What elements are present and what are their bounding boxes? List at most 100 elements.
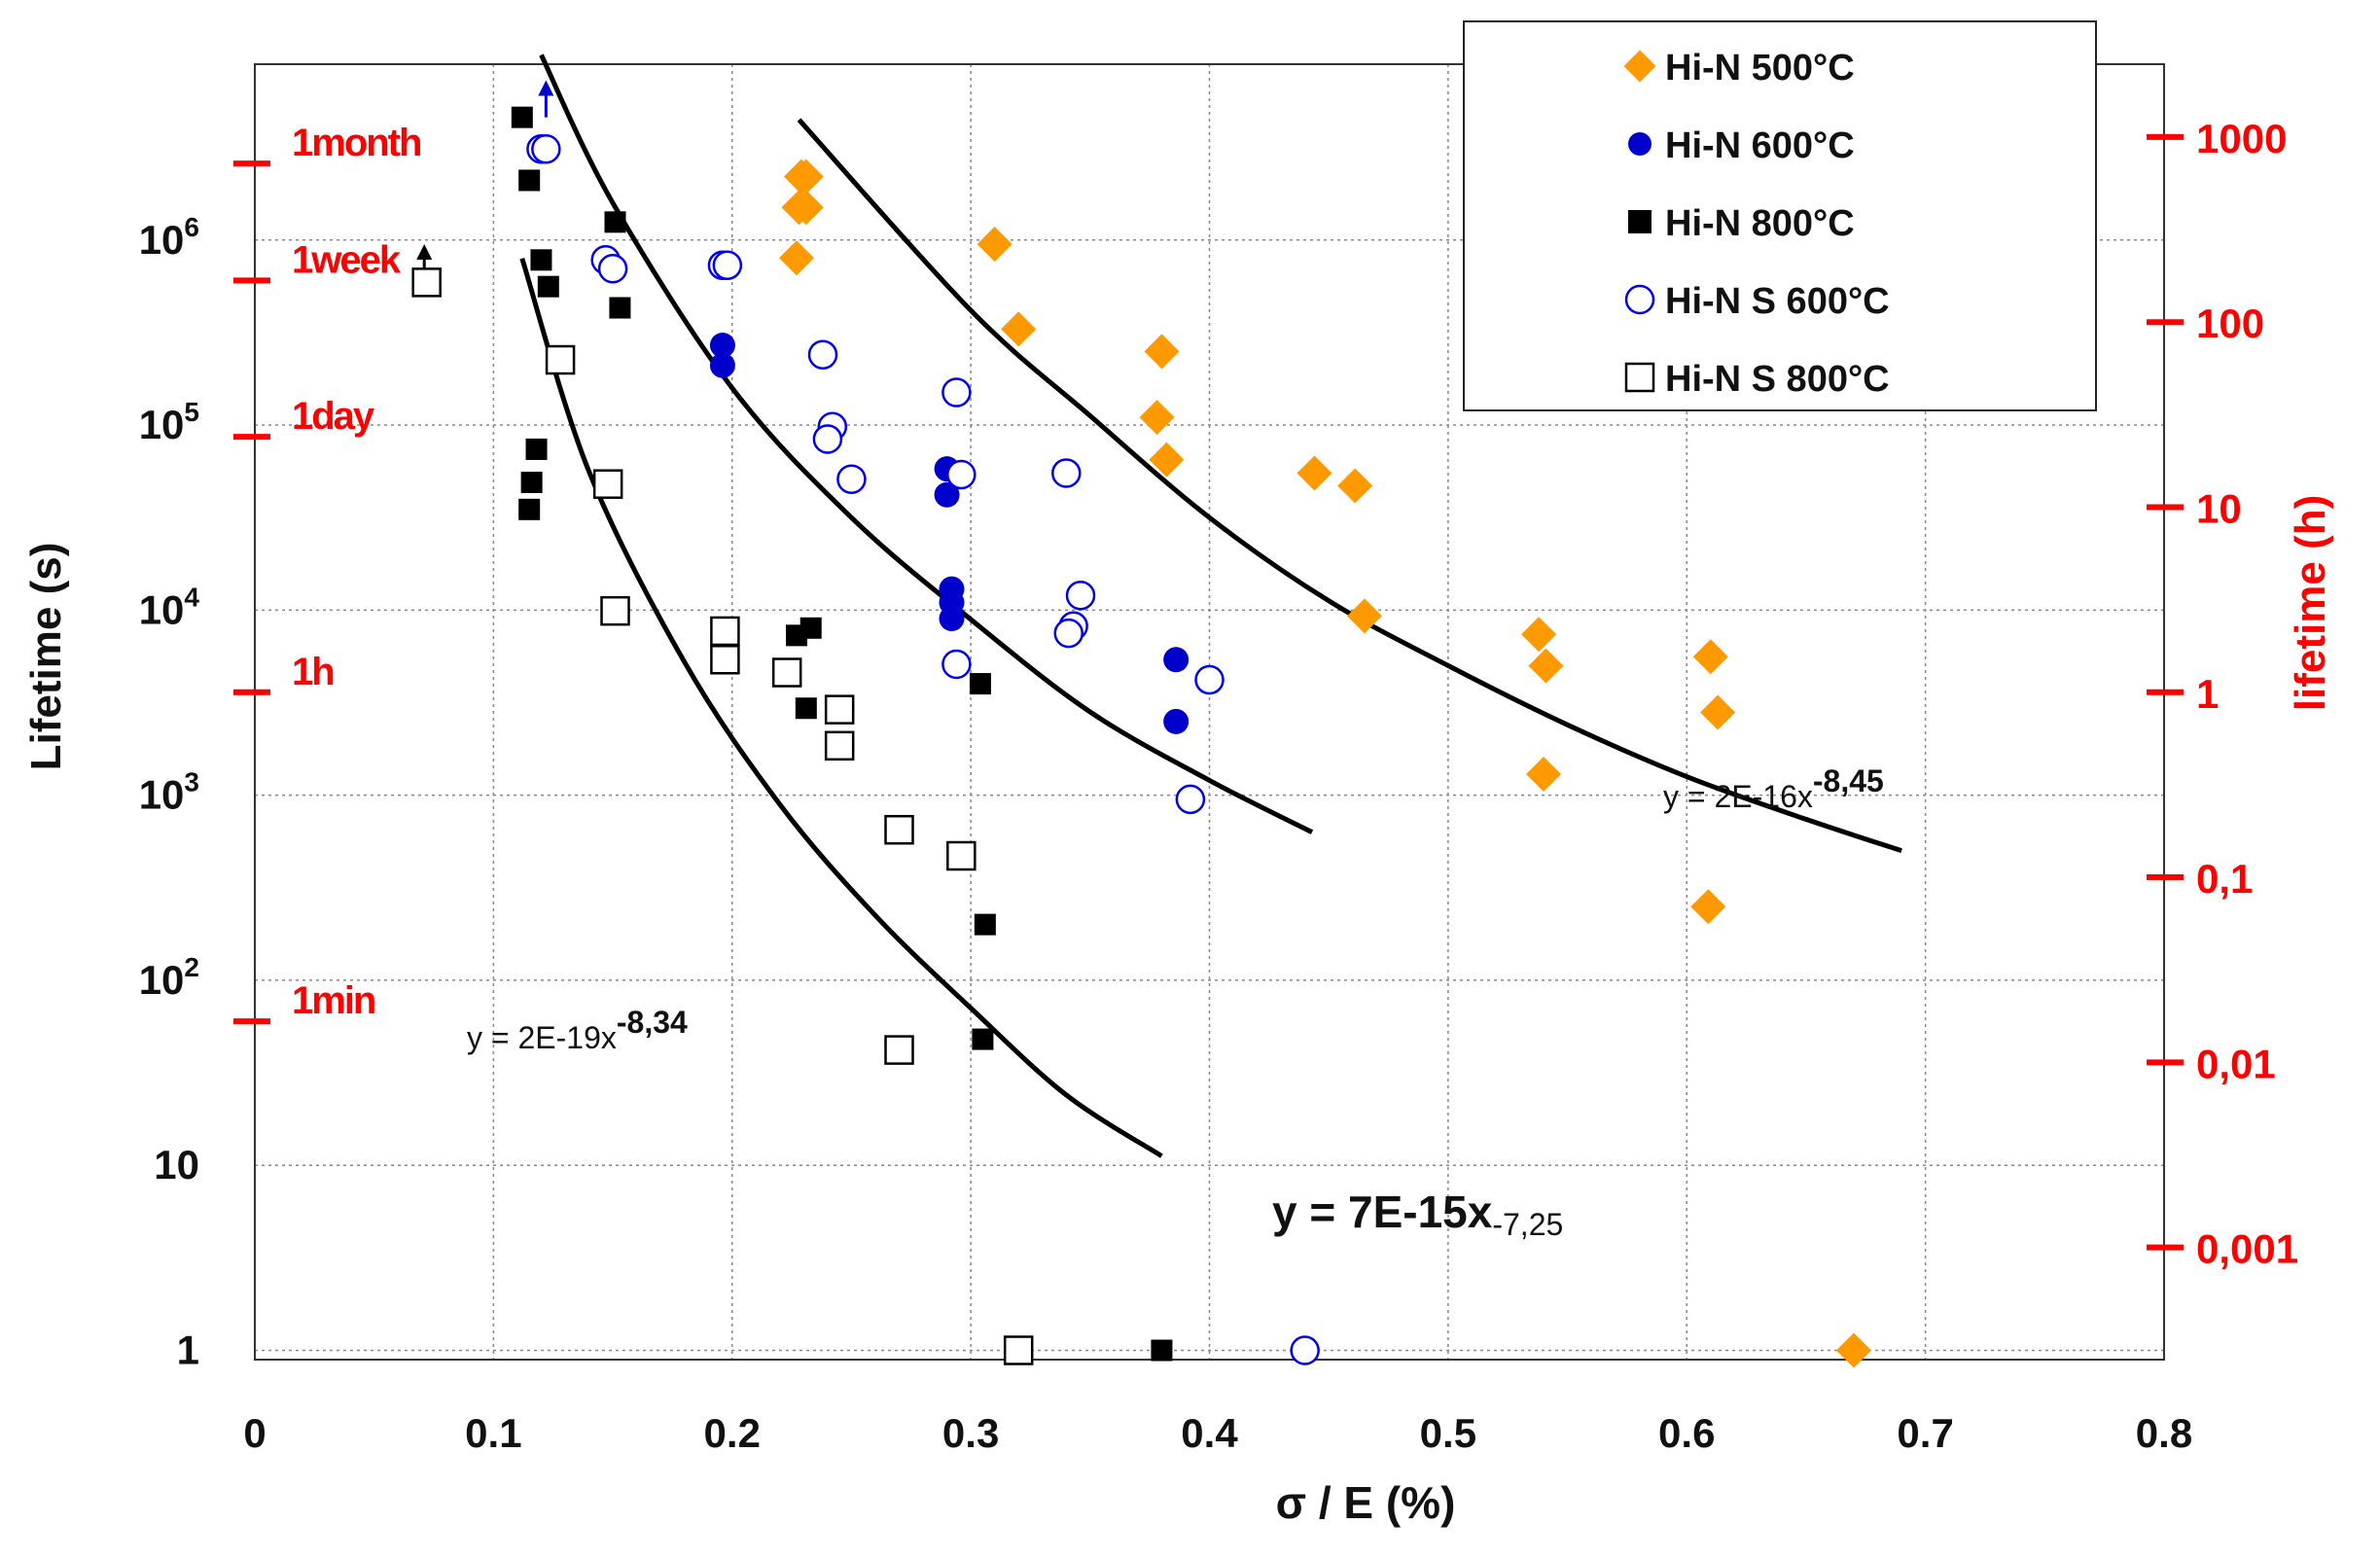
- grid: [255, 64, 2164, 1360]
- y-tick-mantissa: 10: [139, 586, 185, 632]
- data-point-circle: [941, 377, 972, 407]
- data-point-square: [972, 1028, 994, 1050]
- time-marks: 1min 1h 1day 1week 1month: [233, 122, 422, 1025]
- y-tick-mantissa: 10: [139, 772, 185, 818]
- data-point-square: [604, 211, 626, 233]
- x-tick-label: 0.8: [2136, 1410, 2192, 1456]
- y-tick-label: 106: [139, 212, 199, 263]
- data-point-diamond: [779, 240, 815, 276]
- data-point-diamond: [1526, 756, 1562, 792]
- data-point-square: [710, 645, 740, 675]
- y-tick-label: 102: [139, 952, 199, 1003]
- data-point-square: [884, 1035, 914, 1065]
- data-point-diamond: [1001, 311, 1037, 347]
- data-point-circle: [941, 649, 972, 680]
- time-mark-label: 1day: [292, 395, 375, 438]
- data-point-circle: [1053, 618, 1083, 649]
- data-point-square: [411, 267, 442, 298]
- y-tick-mantissa: 10: [139, 217, 185, 263]
- fit-equation-base: y = 7E-15x: [1272, 1187, 1493, 1237]
- y-tick-label: 1: [177, 1327, 199, 1372]
- data-point-square: [537, 275, 559, 298]
- data-point-circle: [709, 352, 735, 378]
- y-tick-exponent: 2: [184, 952, 199, 982]
- data-point-square: [786, 624, 808, 647]
- plot-area-frame: [254, 63, 2165, 1361]
- data-point-square: [1628, 210, 1652, 233]
- y-tick-mantissa: 10: [139, 957, 185, 1003]
- data-point-square: [884, 814, 914, 845]
- x-tick-label: 0.5: [1420, 1410, 1476, 1456]
- data-point-square: [518, 169, 541, 192]
- x-axis-label: σ / E (%): [1276, 1477, 1456, 1528]
- data-point-circle: [807, 339, 838, 370]
- data-point-circle: [836, 464, 867, 494]
- data-point-circle: [597, 253, 628, 284]
- y-tick-label: 103: [139, 767, 199, 818]
- data-points: [411, 106, 1872, 1368]
- legend-box: [1463, 20, 2097, 411]
- y-tick-label: 10: [154, 1142, 199, 1187]
- data-point-circle: [1065, 581, 1096, 611]
- data-point-diamond: [1700, 694, 1736, 730]
- data-point-circle: [1628, 132, 1652, 156]
- data-point-square: [518, 498, 541, 520]
- data-point-square: [520, 472, 543, 494]
- fit-equation-2: y = 7E-15x-7,25: [1272, 1187, 1563, 1242]
- data-point-circle: [1290, 1335, 1320, 1365]
- time-mark-label: 1min: [292, 979, 374, 1022]
- y2-tick-label: 100: [2196, 301, 2264, 346]
- data-point-circle: [712, 250, 743, 281]
- data-point-square: [795, 697, 817, 720]
- secondary-y-axis-label: lifetime (h): [2287, 495, 2334, 711]
- data-point-circle: [1194, 664, 1225, 695]
- fit-curve-1: [519, 258, 1163, 1158]
- runout-arrow-head: [538, 80, 554, 96]
- data-point-diamond: [1144, 334, 1180, 370]
- data-point-circle: [812, 424, 843, 454]
- data-point-square: [771, 657, 802, 688]
- y-tick-exponent: 4: [184, 582, 199, 612]
- fit-equations: y = 2E-19x-8,34 y = 7E-15x-7,25 y = 2E-16x…: [467, 763, 1884, 1242]
- legend-label: Hi-N 800°C: [1665, 203, 1855, 244]
- data-point-diamond: [1149, 442, 1185, 478]
- data-point-square: [530, 249, 552, 271]
- x-tick-label: 0.2: [704, 1410, 761, 1456]
- data-point-square: [525, 438, 548, 460]
- y-tick-mantissa: 10: [139, 402, 185, 447]
- x-axis-ticks: 0 0.1 0.2 0.3 0.4 0.5 0.6 0.7 0.8: [243, 1410, 2192, 1456]
- data-point-circle: [934, 481, 960, 508]
- series-hi-n-s-800-c: [411, 267, 1034, 1365]
- y2-tick-label: 10: [2196, 485, 2242, 531]
- fit-equation-exponent: -7,25: [1492, 1207, 1563, 1242]
- data-point-square: [824, 694, 855, 725]
- legend-label: Hi-N S 800°C: [1665, 359, 1890, 400]
- y-axis-label: Lifetime (s): [22, 543, 70, 771]
- data-point-diamond: [1139, 400, 1175, 436]
- y2-tick-label: 1000: [2196, 116, 2287, 161]
- time-mark-label: 1week: [292, 238, 402, 281]
- data-point-diamond: [1346, 598, 1382, 634]
- data-point-diamond: [1690, 889, 1726, 925]
- data-point-square: [1624, 362, 1655, 393]
- fit-curve-3: [797, 118, 1902, 854]
- data-point-diamond: [1528, 648, 1564, 684]
- data-point-diamond: [1836, 1332, 1872, 1368]
- data-point-square: [1151, 1339, 1173, 1362]
- runout-arrow-head: [416, 244, 433, 261]
- legend-label: Hi-N 500°C: [1665, 48, 1855, 89]
- data-point-diamond: [788, 159, 824, 195]
- y-tick-label: 104: [139, 582, 200, 632]
- fit-equation-exponent: -8,34: [617, 1005, 688, 1040]
- data-point-diamond: [788, 190, 824, 226]
- data-point-square: [609, 297, 631, 319]
- legend: Hi-N 500°C Hi-N 600°C Hi-N 800°C Hi-N S 600…: [1463, 20, 2097, 411]
- data-point-circle: [1163, 708, 1190, 734]
- data-point-square: [511, 106, 533, 128]
- y-tick-exponent: 5: [184, 397, 199, 427]
- x-tick-label: 0.7: [1897, 1410, 1953, 1456]
- data-point-circle: [946, 459, 977, 490]
- y-tick-label: 105: [139, 397, 199, 447]
